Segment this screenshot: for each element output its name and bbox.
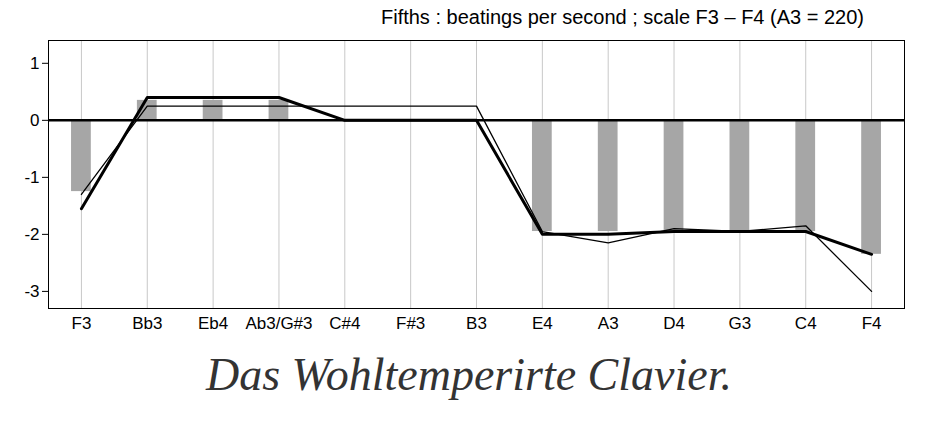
svg-text:D4: D4 — [663, 314, 685, 333]
svg-text:G3: G3 — [729, 314, 752, 333]
svg-text:1: 1 — [30, 54, 39, 73]
svg-text:Eb4: Eb4 — [198, 314, 228, 333]
svg-text:F#3: F#3 — [396, 314, 425, 333]
svg-text:C4: C4 — [795, 314, 817, 333]
html-text:Fifths : beatings per second ;: Fifths : beatings per second ; scale F3 … — [381, 6, 864, 28]
svg-text:F4: F4 — [862, 314, 882, 333]
html-text:Das Wohltemperirte Clavier.: Das Wohltemperirte Clavier. — [206, 349, 732, 400]
svg-text:-3: -3 — [24, 282, 39, 301]
svg-text:-1: -1 — [24, 168, 39, 187]
svg-text:Bb3: Bb3 — [132, 314, 162, 333]
svg-text:-2: -2 — [24, 225, 39, 244]
svg-text:C#4: C#4 — [329, 314, 360, 333]
svg-text:E4: E4 — [532, 314, 553, 333]
svg-text:A3: A3 — [598, 314, 619, 333]
svg-text:F3: F3 — [72, 314, 92, 333]
svg-text:0: 0 — [30, 111, 39, 130]
svg-text:Ab3/G#3: Ab3/G#3 — [245, 314, 312, 333]
svg-text:B3: B3 — [466, 314, 487, 333]
